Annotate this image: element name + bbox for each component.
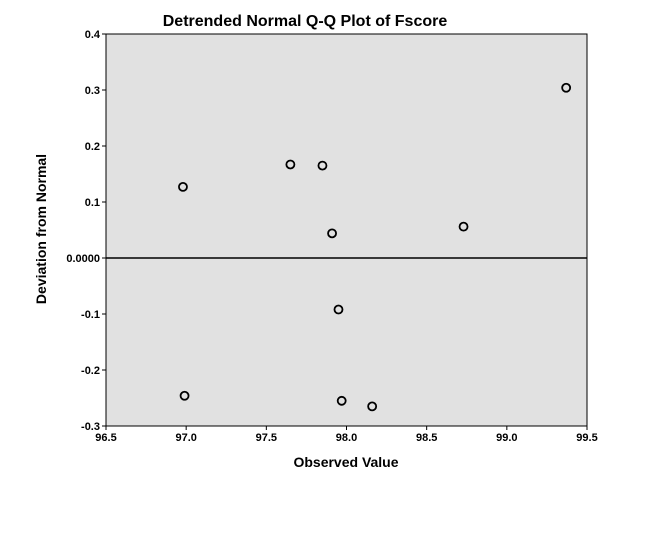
data-point xyxy=(367,401,378,412)
x-tick-label: 98.0 xyxy=(336,432,357,444)
x-tick-label: 97.5 xyxy=(256,432,277,444)
y-tick-label: 0.4 xyxy=(85,29,101,41)
x-tick-label: 96.5 xyxy=(95,432,116,444)
y-tick-label: 0.0000 xyxy=(66,253,100,265)
data-point xyxy=(178,181,188,192)
data-point xyxy=(317,160,328,171)
x-tick-label: 99.0 xyxy=(496,432,517,444)
plot-area xyxy=(105,33,588,427)
y-tick-label: 0.3 xyxy=(85,85,100,97)
y-tick-label: 0.1 xyxy=(85,197,100,209)
x-tick-label: 97.0 xyxy=(175,432,196,444)
data-point xyxy=(179,390,190,401)
chart-title: Detrended Normal Q-Q Plot of Fscore xyxy=(163,13,448,30)
y-tick-label: -0.1 xyxy=(81,309,100,321)
data-points xyxy=(178,82,572,412)
y-tick-label: -0.3 xyxy=(81,421,100,433)
data-point xyxy=(285,159,296,170)
y-tick-label: 0.2 xyxy=(85,141,100,153)
y-axis: -0.3 -0.2 -0.1 0.0000 0.1 0.2 0.3 0.4 xyxy=(66,29,106,433)
y-tick-label: -0.2 xyxy=(81,365,100,377)
x-tick-label: 98.5 xyxy=(416,432,437,444)
y-axis-label: Deviation from Normal xyxy=(33,154,49,304)
x-axis: 96.5 97.0 97.5 98.0 98.5 99.0 99.5 xyxy=(95,426,598,444)
data-point xyxy=(327,228,337,239)
data-point xyxy=(561,82,572,93)
x-axis-label: Observed Value xyxy=(293,454,398,470)
x-tick-label: 99.5 xyxy=(576,432,597,444)
data-point xyxy=(336,395,347,406)
data-point xyxy=(458,221,469,232)
data-point xyxy=(333,304,344,315)
